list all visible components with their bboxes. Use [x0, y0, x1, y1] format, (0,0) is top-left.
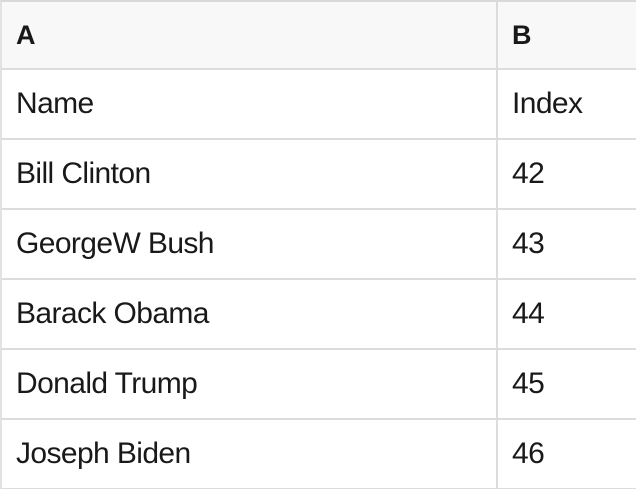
table-cell[interactable]: Index [512, 87, 583, 120]
column-header-b[interactable]: B [512, 19, 532, 50]
table-cell[interactable]: Joseph Biden [2, 420, 498, 488]
table-cell[interactable]: 45 [512, 367, 545, 400]
table-row: GeorgeW Bush 43 [2, 210, 636, 280]
table-row: Donald Trump 45 [2, 350, 636, 420]
table-cell[interactable]: 46 [512, 437, 545, 470]
table-row: Barack Obama 44 [2, 280, 636, 350]
table-cell[interactable]: 42 [512, 157, 545, 190]
table-cell[interactable]: Name [2, 70, 498, 138]
table-cell[interactable]: Barack Obama [2, 280, 498, 348]
table-row: Name Index [2, 70, 636, 140]
table-row: Bill Clinton 42 [2, 140, 636, 210]
column-header-row: A B [2, 2, 636, 70]
table-cell[interactable]: 43 [512, 227, 545, 260]
table-cell[interactable]: GeorgeW Bush [2, 210, 498, 278]
table-cell[interactable]: Bill Clinton [2, 140, 498, 208]
column-header-a[interactable]: A [2, 2, 498, 68]
table-row: Joseph Biden 46 [2, 420, 636, 489]
table-cell[interactable]: Donald Trump [2, 350, 498, 418]
table-cell[interactable]: 44 [512, 297, 545, 330]
